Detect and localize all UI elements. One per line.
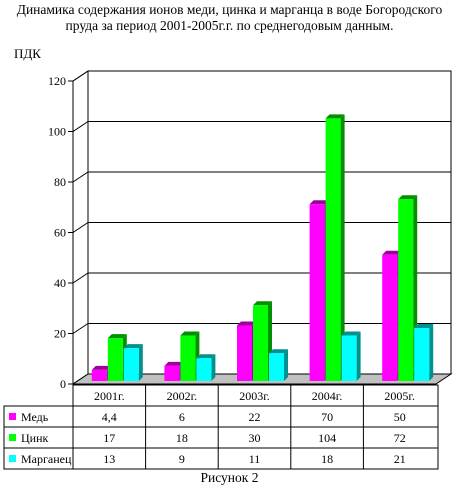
bar-top [414,323,434,328]
data-label: 9 [179,452,185,466]
bar-top [91,365,111,370]
data-label: 17 [103,431,115,445]
data-label: 4,4 [102,410,117,424]
data-label: 104 [318,431,336,445]
bar-top [107,334,127,339]
y-tick-label: 80 [54,175,66,189]
chart-title-line-2: пруда за период 2001-2005г.г. по среднег… [65,18,394,33]
bar-top [237,321,256,326]
gridline-side [72,171,89,183]
legend-label: Марганец [21,452,72,466]
bar [325,118,341,382]
bar [382,254,398,381]
gridline-side [72,121,89,132]
chart-title-line-1: Динамика содержания ионов меди, цинка и … [16,2,443,17]
bar-side [356,331,361,381]
y-tick-label: 120 [48,74,66,88]
gridline-side [72,272,89,284]
gridline-side [72,323,89,334]
y-tick-label: 40 [54,276,66,290]
bar-top [341,331,361,336]
bar-side [211,354,216,381]
legend-label: Цинк [21,431,49,445]
table-body-frame [3,405,439,470]
bar-top [253,301,272,306]
bar [341,335,357,381]
bar-top [382,250,402,255]
bar-top [164,361,184,366]
bar [414,327,430,381]
bar-top [309,200,329,205]
bar-side [340,114,345,382]
gridline-side [72,222,89,233]
gridline-side [72,70,89,82]
y-tick-label: 60 [54,226,66,240]
bar [398,199,414,381]
bar-top [269,349,288,354]
x-tick-label: 2005г. [384,389,415,403]
bar-top [123,344,143,349]
bar [196,358,212,381]
bar [237,325,252,381]
data-label: 18 [321,452,333,466]
data-label: 22 [249,410,261,424]
data-label: 13 [103,452,115,466]
bar-side [429,323,434,381]
data-label: 70 [321,410,333,424]
bar [107,338,123,381]
figure-caption: Рисунок 2 [200,470,259,485]
y-tick-label: 100 [48,125,66,139]
bar [164,365,180,381]
bar-side [138,344,143,381]
bar-top [196,354,216,359]
bar [309,204,325,381]
x-tick-label: 2002г. [167,389,198,403]
data-label: 72 [394,431,406,445]
chart-title: Динамика содержания ионов меди, цинка и … [0,2,459,34]
y-tick-label: 0 [60,377,66,391]
bar [253,305,268,381]
legend-swatch [9,413,16,420]
legend-swatch [9,455,16,462]
x-tick-label: 2001г. [94,389,125,403]
bar-top [398,195,418,200]
bar-top [325,114,345,119]
bar [269,353,284,381]
bar-side [284,349,288,381]
data-label: 50 [394,410,406,424]
x-tick-label: 2004г. [312,389,343,403]
x-tick-label: 2003г. [239,389,270,403]
legend-swatch [9,434,16,441]
bar [91,369,107,381]
data-label: 18 [176,431,188,445]
bar-top [180,331,200,336]
data-label: 30 [249,431,261,445]
data-label: 6 [179,410,185,424]
bar [123,348,139,381]
y-axis-label: ПДК [14,46,41,61]
data-label: 11 [249,452,261,466]
y-tick-label: 20 [54,327,66,341]
bar [180,335,196,381]
legend-label: Медь [21,410,49,424]
data-label: 21 [394,452,406,466]
